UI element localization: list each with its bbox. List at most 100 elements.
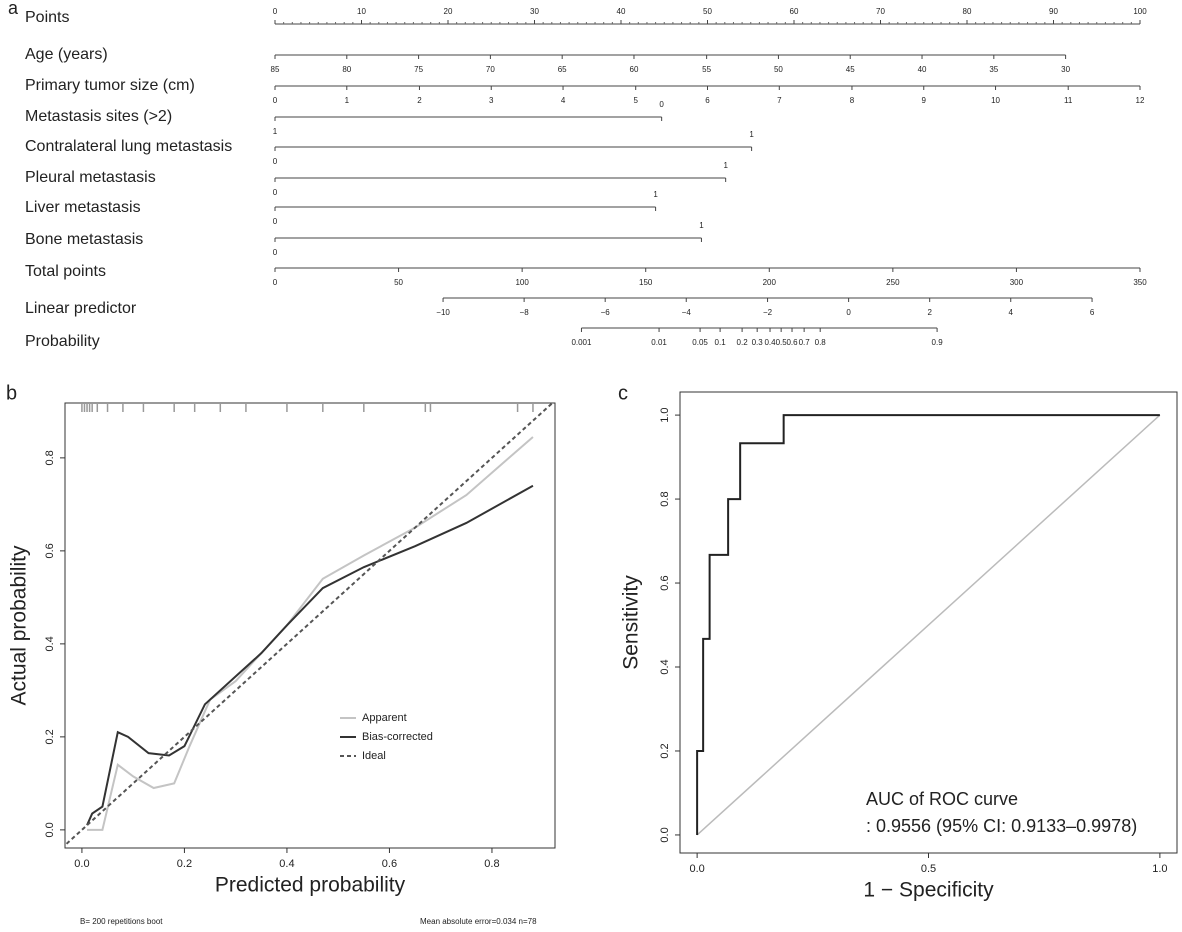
- x-tick-label: 0.8: [484, 858, 499, 870]
- footnote: Mean absolute error=0.034 n=78: [420, 917, 537, 926]
- y-tick-label: 0.0: [44, 822, 56, 837]
- tick-label: 3: [489, 96, 494, 105]
- scale-name: Points: [25, 9, 69, 26]
- y-axis-label: Actual probability: [8, 545, 31, 705]
- tick-label: 9: [922, 96, 927, 105]
- x-tick-label: 0.2: [177, 858, 192, 870]
- scale-name: Liver metastasis: [25, 199, 141, 216]
- tick-label: 65: [558, 65, 567, 74]
- tick-label: 0: [273, 157, 278, 166]
- x-tick-label: 0.0: [689, 863, 704, 875]
- tick-label: 0.001: [571, 338, 592, 347]
- series-line: [65, 403, 554, 845]
- scale-name: Contralateral lung metastasis: [25, 138, 232, 155]
- tick-label: 0.9: [932, 338, 944, 347]
- tick-label: 70: [876, 7, 885, 16]
- tick-label: −2: [763, 308, 773, 317]
- tick-label: 10: [991, 96, 1000, 105]
- scale-name: Total points: [25, 263, 106, 280]
- tick-label: 350: [1133, 278, 1147, 287]
- legend-label: Ideal: [362, 750, 386, 762]
- x-tick-label: 0.5: [921, 863, 936, 875]
- tick-label: 100: [515, 278, 529, 287]
- tick-label: 85: [271, 65, 280, 74]
- tick-label: 50: [774, 65, 783, 74]
- tick-label: 50: [703, 7, 712, 16]
- tick-label: 0.2: [737, 338, 749, 347]
- tick-label: 0: [273, 278, 278, 287]
- annotation: AUC of ROC curve: [866, 789, 1018, 809]
- y-tick-label: 0.2: [659, 743, 671, 758]
- tick-label: 90: [1049, 7, 1058, 16]
- series-line: [86, 484, 534, 826]
- y-tick-label: 0.8: [659, 491, 671, 506]
- tick-label: 0: [273, 217, 278, 226]
- panel-label: c: [618, 382, 628, 404]
- tick-label: 0.4: [764, 338, 776, 347]
- tick-label: 0: [273, 96, 278, 105]
- tick-label: 0: [659, 100, 664, 109]
- tick-label: 0.1: [715, 338, 727, 347]
- tick-label: 80: [342, 65, 351, 74]
- tick-label: 300: [1010, 278, 1024, 287]
- tick-label: 150: [639, 278, 653, 287]
- legend-label: Bias-corrected: [362, 731, 433, 743]
- tick-label: 20: [444, 7, 453, 16]
- tick-label: 5: [633, 96, 638, 105]
- tick-label: 2: [927, 308, 932, 317]
- y-tick-label: 0.4: [659, 659, 671, 674]
- tick-label: 30: [1061, 65, 1070, 74]
- x-tick-label: 0.4: [279, 858, 294, 870]
- scale-name: Age (years): [25, 46, 108, 63]
- tick-label: 60: [790, 7, 799, 16]
- tick-label: 40: [617, 7, 626, 16]
- tick-label: 45: [846, 65, 855, 74]
- y-tick-label: 0.8: [44, 450, 56, 465]
- scale-name: Metastasis sites (>2): [25, 108, 172, 125]
- tick-label: 10: [357, 7, 366, 16]
- scale-name: Linear predictor: [25, 300, 137, 317]
- tick-label: 2: [417, 96, 422, 105]
- tick-label: 12: [1136, 96, 1145, 105]
- y-tick-label: 1.0: [659, 407, 671, 422]
- y-tick-label: 0.6: [659, 575, 671, 590]
- tick-label: 50: [394, 278, 403, 287]
- tick-label: 0.7: [799, 338, 811, 347]
- x-axis-label: Predicted probability: [215, 874, 406, 897]
- panel-label: a: [8, 0, 19, 18]
- tick-label: 80: [963, 7, 972, 16]
- tick-label: 1: [699, 221, 704, 230]
- y-tick-label: 0.0: [659, 827, 671, 842]
- tick-label: 0: [846, 308, 851, 317]
- tick-label: 8: [850, 96, 855, 105]
- x-tick-label: 0.6: [382, 858, 397, 870]
- tick-label: −8: [520, 308, 530, 317]
- x-tick-label: 1.0: [1152, 863, 1167, 875]
- scale-name: Probability: [25, 333, 100, 350]
- scale-name: Primary tumor size (cm): [25, 77, 195, 94]
- annotation: : 0.9556 (95% CI: 0.9133–0.9978): [866, 816, 1137, 836]
- tick-label: 0.05: [692, 338, 708, 347]
- tick-label: 75: [414, 65, 423, 74]
- footnote: B= 200 repetitions boot: [80, 917, 163, 926]
- y-tick-label: 0.2: [44, 729, 56, 744]
- tick-label: 6: [1090, 308, 1095, 317]
- tick-label: 55: [702, 65, 711, 74]
- tick-label: 0: [273, 248, 278, 257]
- tick-label: 35: [989, 65, 998, 74]
- series-line: [87, 436, 534, 831]
- tick-label: 30: [530, 7, 539, 16]
- x-tick-label: 0.0: [74, 858, 89, 870]
- tick-label: 100: [1133, 7, 1147, 16]
- tick-label: 4: [561, 96, 566, 105]
- tick-label: 1: [723, 161, 728, 170]
- tick-label: 4: [1009, 308, 1014, 317]
- tick-label: 0.3: [752, 338, 764, 347]
- reference-diagonal: [696, 414, 1161, 836]
- tick-label: 60: [630, 65, 639, 74]
- scale-name: Bone metastasis: [25, 231, 143, 248]
- panel-label: b: [6, 382, 17, 404]
- tick-label: 1: [749, 130, 754, 139]
- series-line: [696, 414, 1160, 835]
